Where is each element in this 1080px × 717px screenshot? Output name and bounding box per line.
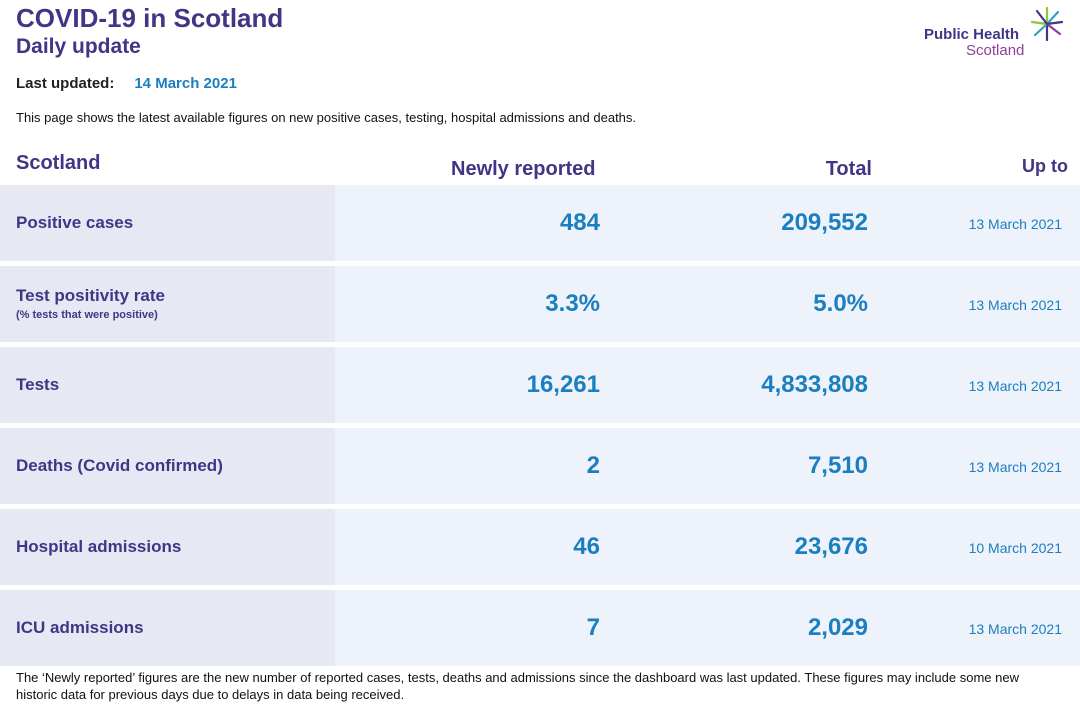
row-sublabel: (% tests that were positive) bbox=[16, 309, 158, 321]
up-to-date: 13 March 2021 bbox=[968, 297, 1062, 313]
up-to-date: 13 March 2021 bbox=[968, 621, 1062, 637]
column-header-newly-reported: Newly reported bbox=[451, 158, 596, 180]
footnote: The ‘Newly reported’ figures are the new… bbox=[16, 670, 1019, 702]
table-row-hospital-admissions: Hospital admissions 46 23,676 10 March 2… bbox=[0, 509, 1080, 585]
table-header: Scotland Newly reported Total Up to bbox=[0, 148, 1080, 185]
page-title: COVID-19 in Scotland bbox=[16, 3, 284, 33]
row-label: Deaths (Covid confirmed) bbox=[16, 456, 223, 475]
newly-reported-value: 7 bbox=[586, 614, 600, 641]
total-value: 7,510 bbox=[807, 452, 868, 479]
row-label: Hospital admissions bbox=[16, 537, 182, 556]
newly-reported-value: 2 bbox=[586, 452, 600, 479]
newly-reported-value: 484 bbox=[559, 209, 600, 236]
page-subtitle: Daily update bbox=[16, 35, 141, 58]
row-label: Positive cases bbox=[16, 213, 134, 232]
newly-reported-value: 16,261 bbox=[526, 371, 600, 398]
summary-table: Scotland Newly reported Total Up to Posi… bbox=[0, 148, 1080, 671]
public-health-scotland-logo: Public Health Scotland bbox=[920, 6, 1070, 62]
logo-text-line1: Public Health bbox=[924, 26, 1020, 43]
newly-reported-value: 3.3% bbox=[545, 290, 600, 317]
newly-reported-value: 46 bbox=[573, 533, 600, 560]
up-to-date: 13 March 2021 bbox=[968, 459, 1062, 475]
last-updated-label: Last updated: bbox=[16, 75, 115, 92]
up-to-date: 10 March 2021 bbox=[968, 540, 1062, 556]
table-row-icu-admissions: ICU admissions 7 2,029 13 March 2021 bbox=[0, 590, 1080, 666]
total-value: 4,833,808 bbox=[761, 371, 868, 398]
column-header-region: Scotland bbox=[16, 152, 101, 174]
up-to-date: 13 March 2021 bbox=[968, 378, 1062, 394]
row-label: Tests bbox=[16, 375, 60, 394]
total-value: 23,676 bbox=[794, 533, 868, 560]
total-value: 209,552 bbox=[781, 209, 868, 236]
up-to-date: 13 March 2021 bbox=[968, 216, 1062, 232]
table-row-deaths: Deaths (Covid confirmed) 2 7,510 13 Marc… bbox=[0, 428, 1080, 504]
table-row-tests: Tests 16,261 4,833,808 13 March 2021 bbox=[0, 347, 1080, 423]
row-label: Test positivity rate bbox=[16, 286, 165, 305]
last-updated: Last updated: 14 March 2021 bbox=[16, 74, 237, 94]
total-value: 2,029 bbox=[807, 614, 868, 641]
last-updated-date: 14 March 2021 bbox=[134, 75, 237, 92]
logo-text-line2: Scotland bbox=[966, 42, 1025, 59]
row-label: ICU admissions bbox=[16, 618, 144, 637]
intro-text: This page shows the latest available fig… bbox=[16, 110, 637, 125]
table-row-positive-cases: Positive cases 484 209,552 13 March 2021 bbox=[0, 185, 1080, 261]
column-header-up-to: Up to bbox=[1022, 156, 1068, 176]
star-burst-icon bbox=[1030, 6, 1064, 42]
column-header-total: Total bbox=[825, 158, 872, 180]
table-row-test-positivity-rate: Test positivity rate (% tests that were … bbox=[0, 266, 1080, 342]
total-value: 5.0% bbox=[813, 290, 868, 317]
